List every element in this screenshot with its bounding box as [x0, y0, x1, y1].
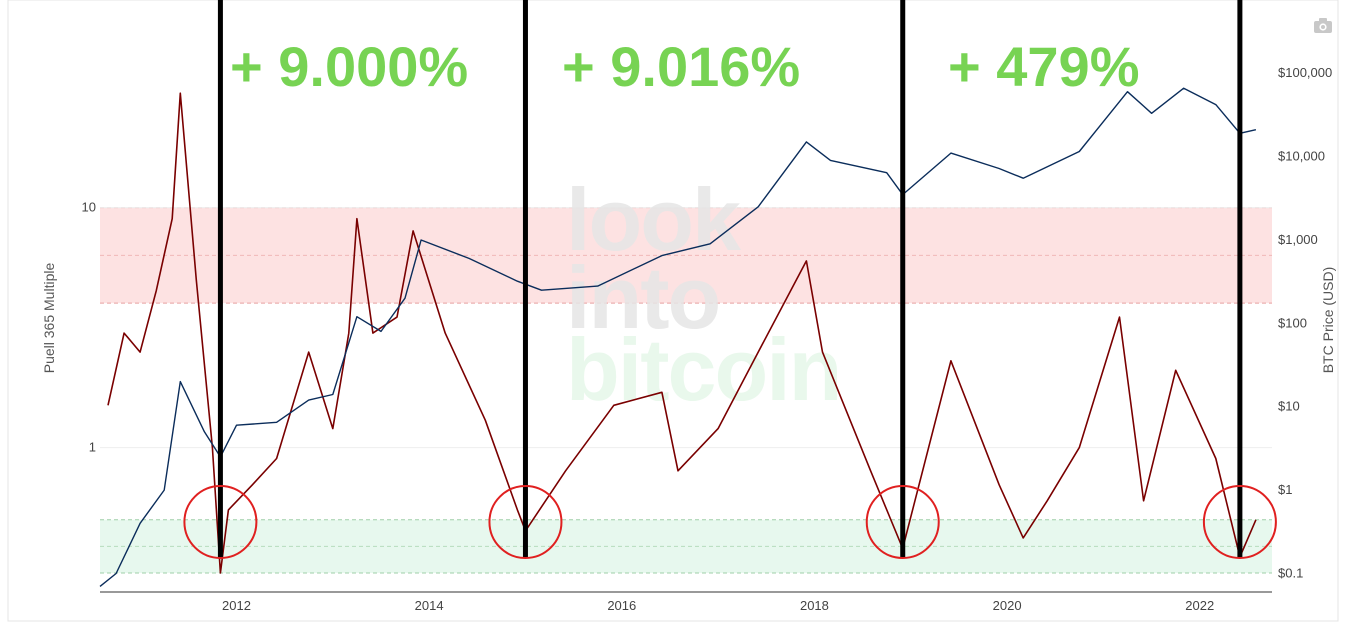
camera-icon[interactable] — [1314, 18, 1332, 33]
x-tick-label: 2020 — [993, 598, 1022, 613]
y-right-axis-title: BTC Price (USD) — [1320, 267, 1336, 374]
y-left-axis-ticks: 1 10 — [82, 200, 96, 455]
watermark-line-1: look — [566, 170, 742, 269]
chart-border — [7, 0, 1339, 622]
y-left-tick-label: 10 — [82, 200, 96, 215]
cycle-lines — [217, 0, 1243, 558]
y-right-tick-label: $100,000 — [1278, 65, 1332, 80]
y-left-tick-label: 1 — [89, 440, 96, 455]
x-tick-label: 2022 — [1185, 598, 1214, 613]
y-right-tick-label: $1 — [1278, 482, 1292, 497]
series-layer — [99, 87, 1257, 587]
y-right-tick-label: $100 — [1278, 315, 1307, 330]
gain-annotation-2: + 9.016% — [562, 35, 800, 98]
watermark: look into bitcoin — [566, 170, 842, 419]
x-axis-ticks: 2012 2014 2016 2018 2020 2022 — [222, 598, 1214, 613]
bottom-circle — [865, 485, 940, 559]
x-tick-label: 2012 — [222, 598, 251, 613]
gain-annotation-1: + 9.000% — [230, 35, 468, 98]
gain-annotation-3: + 479% — [948, 35, 1140, 98]
btc-price-line — [99, 87, 1257, 587]
bottom-circle — [1202, 485, 1277, 559]
y-right-axis-ticks: $0.1 $1 $10 $100 $1,000 $10,000 $100,000 — [1278, 65, 1332, 580]
bottom-circles — [183, 485, 1277, 559]
y-right-tick-label: $10 — [1278, 399, 1300, 414]
x-tick-label: 2018 — [800, 598, 829, 613]
x-tick-label: 2016 — [607, 598, 636, 613]
watermark-line-3: bitcoin — [566, 320, 840, 419]
gridlines — [100, 207, 1272, 574]
y-right-tick-label: $10,000 — [1278, 149, 1325, 164]
y-right-tick-label: $1,000 — [1278, 232, 1318, 247]
y-left-axis-title: Puell 365 Multiple — [41, 263, 57, 374]
x-tick-label: 2014 — [415, 598, 444, 613]
y-right-tick-label: $0.1 — [1278, 566, 1303, 581]
puell-multiple-line — [107, 92, 1257, 574]
bottom-circle — [488, 485, 563, 559]
bottom-circle — [183, 485, 258, 559]
